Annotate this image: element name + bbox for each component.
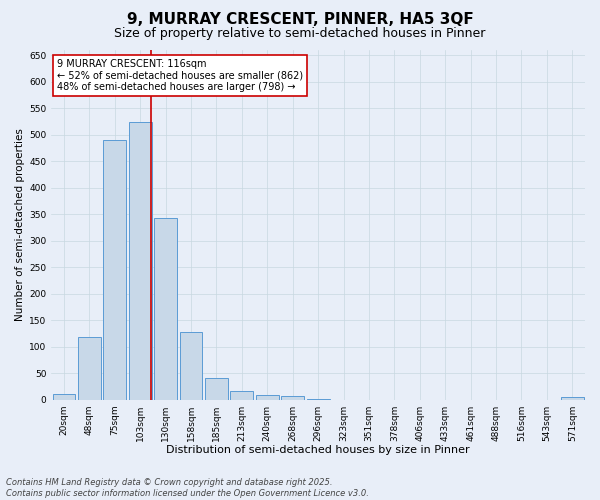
- Text: 9, MURRAY CRESCENT, PINNER, HA5 3QF: 9, MURRAY CRESCENT, PINNER, HA5 3QF: [127, 12, 473, 28]
- Bar: [205, 378, 228, 400]
- Bar: [307, 398, 329, 400]
- Text: Size of property relative to semi-detached houses in Pinner: Size of property relative to semi-detach…: [115, 28, 485, 40]
- Bar: [561, 398, 584, 400]
- X-axis label: Distribution of semi-detached houses by size in Pinner: Distribution of semi-detached houses by …: [166, 445, 470, 455]
- Bar: [281, 396, 304, 400]
- Bar: [230, 391, 253, 400]
- Y-axis label: Number of semi-detached properties: Number of semi-detached properties: [15, 128, 25, 321]
- Text: 9 MURRAY CRESCENT: 116sqm
← 52% of semi-detached houses are smaller (862)
48% of: 9 MURRAY CRESCENT: 116sqm ← 52% of semi-…: [56, 58, 303, 92]
- Bar: [53, 394, 76, 400]
- Bar: [179, 332, 202, 400]
- Bar: [256, 396, 279, 400]
- Bar: [154, 218, 177, 400]
- Text: Contains HM Land Registry data © Crown copyright and database right 2025.
Contai: Contains HM Land Registry data © Crown c…: [6, 478, 369, 498]
- Bar: [103, 140, 126, 400]
- Bar: [129, 122, 152, 400]
- Bar: [78, 337, 101, 400]
